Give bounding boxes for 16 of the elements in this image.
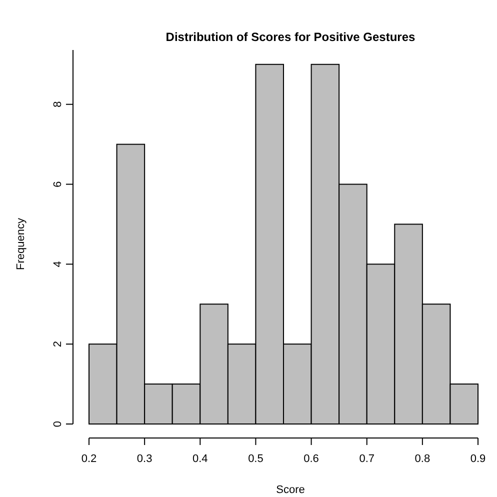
y-tick-label: 0: [52, 420, 64, 428]
x-tick-label: 0.2: [81, 453, 97, 465]
x-tick-label: 0.6: [304, 453, 319, 465]
x-tick-label: 0.9: [470, 453, 486, 465]
x-tick-label: 0.3: [136, 453, 152, 465]
y-tick-label: 2: [52, 341, 64, 348]
x-tick-label: 0.4: [192, 453, 208, 465]
x-tick-label: 0.5: [248, 453, 264, 465]
y-tick-label: 4: [52, 261, 64, 268]
x-tick-label: 0.8: [414, 453, 430, 465]
x-tick-label: 0.7: [359, 453, 375, 465]
y-tick-label: 6: [52, 181, 64, 188]
y-tick-label: 8: [52, 101, 64, 108]
y-axis-title: Frequency: [15, 218, 27, 270]
chart-title: Distribution of Scores for Positive Gestures: [166, 30, 416, 44]
x-axis-title: Score: [276, 484, 305, 496]
